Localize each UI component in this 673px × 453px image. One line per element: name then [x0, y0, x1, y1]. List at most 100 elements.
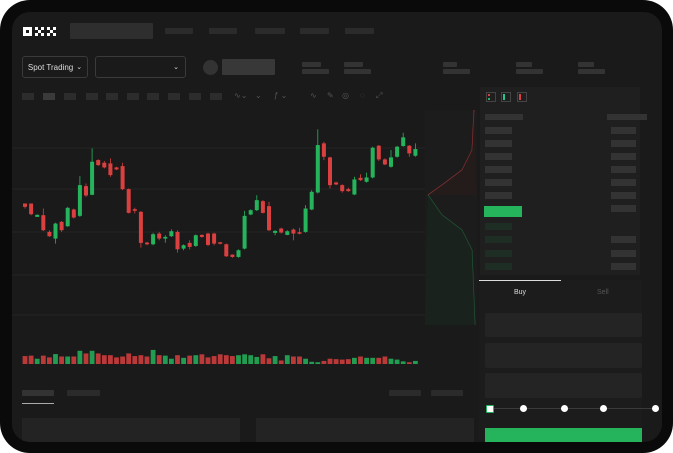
volume-bar: [230, 356, 235, 364]
volume-bar: [358, 356, 363, 364]
tab-open-orders[interactable]: [22, 390, 54, 396]
tab-order-history[interactable]: [67, 390, 100, 396]
indicator-icon[interactable]: ∿⌄: [234, 91, 248, 100]
active-tab-underline: [22, 403, 54, 404]
volume-bar: [162, 355, 168, 364]
volume-bar: [138, 355, 144, 364]
candle-body: [47, 231, 52, 237]
timeframe-button[interactable]: [168, 93, 180, 100]
chart-type-icon[interactable]: ⌄: [255, 91, 262, 100]
candle-body: [224, 244, 229, 257]
amount-slider-track[interactable]: [490, 408, 655, 409]
coin-icon: [203, 60, 218, 75]
volume-bar: [47, 357, 52, 364]
timeframe-button[interactable]: [43, 93, 55, 100]
orderbook-view-toggles[interactable]: [486, 92, 531, 102]
nav-item[interactable]: [300, 28, 329, 34]
volume-bar: [89, 350, 95, 364]
filter-button[interactable]: [389, 390, 421, 396]
ask-amount: [611, 166, 636, 173]
candle-body: [340, 185, 345, 192]
nav-item[interactable]: [209, 28, 237, 34]
buy-submit-button[interactable]: [485, 428, 642, 442]
volume-bar: [370, 357, 376, 364]
timeframe-button[interactable]: [86, 93, 98, 100]
slider-step-75[interactable]: [600, 405, 607, 412]
timeframe-button[interactable]: [210, 93, 222, 100]
candle-body: [260, 201, 265, 213]
tab-sell[interactable]: Sell: [597, 289, 609, 296]
last-price: [484, 206, 522, 217]
fx-icon[interactable]: ƒ ⌄: [274, 91, 288, 100]
volume-bar: [236, 355, 241, 364]
candle-body: [376, 145, 381, 160]
timeframe-button[interactable]: [64, 93, 76, 100]
candle-body: [358, 177, 363, 181]
slider-step-100[interactable]: [652, 405, 659, 412]
amount-input[interactable]: [485, 343, 642, 368]
ask-amount: [611, 179, 636, 186]
nav-item[interactable]: [345, 28, 374, 34]
nav-item[interactable]: [255, 28, 285, 34]
orders-panel: [256, 418, 474, 442]
volume-bar: [205, 357, 211, 364]
volume-bar: [181, 357, 186, 364]
candle-body: [96, 160, 101, 166]
slider-handle[interactable]: [486, 405, 494, 413]
volume-bar: [284, 355, 290, 364]
candle-body: [395, 146, 400, 157]
ask-price: [485, 153, 512, 160]
bid-price: [485, 236, 512, 243]
timeframe-button[interactable]: [147, 93, 159, 100]
bid-amount: [611, 250, 636, 257]
volume-bar: [211, 356, 217, 364]
volume-bar: [71, 356, 77, 364]
timeframe-button[interactable]: [189, 93, 201, 100]
pair-selector[interactable]: ⌄: [95, 56, 186, 78]
stat-value: [516, 69, 543, 74]
candle-body: [169, 231, 174, 237]
tab-buy[interactable]: Buy: [514, 289, 527, 296]
search-placeholder[interactable]: [70, 23, 153, 39]
volume-bar: [242, 354, 247, 364]
ask-amount: [611, 205, 636, 212]
ask-amount: [611, 140, 636, 147]
slider-step-50[interactable]: [561, 405, 568, 412]
volume-bar: [59, 356, 64, 364]
chevron-down-icon: ⌄: [173, 64, 179, 71]
candlestick-chart[interactable]: [12, 110, 477, 375]
timeframe-button[interactable]: [22, 93, 34, 100]
camera-icon[interactable]: ◌: [360, 91, 365, 100]
line-tool-icon[interactable]: ∿: [310, 91, 317, 100]
stat-label: [578, 62, 594, 67]
volume-bar: [175, 355, 180, 364]
candle-body: [413, 149, 418, 156]
timeframe-button[interactable]: [106, 93, 118, 100]
bid-price: [485, 263, 512, 270]
stat-value: [578, 69, 605, 74]
slider-step-25[interactable]: [520, 405, 527, 412]
candle-body: [193, 235, 198, 246]
volume-bar: [394, 359, 400, 364]
spot-trading-selector[interactable]: Spot Trading ⌄: [22, 56, 88, 78]
okx-logo[interactable]: [23, 26, 56, 37]
ask-amount: [611, 153, 636, 160]
volume-bar: [266, 358, 272, 364]
volume-bar: [144, 356, 150, 364]
volume-bar: [187, 355, 193, 364]
filter-button[interactable]: [431, 390, 463, 396]
total-input[interactable]: [485, 373, 642, 398]
candle-body: [401, 137, 406, 147]
timeframe-button[interactable]: [127, 93, 139, 100]
candle-body: [297, 232, 302, 234]
candle-body: [346, 189, 351, 192]
candle-body: [59, 221, 64, 231]
volume-bar: [28, 355, 34, 364]
settings-icon[interactable]: ◎: [342, 91, 349, 100]
price-input[interactable]: [485, 313, 642, 337]
ask-amount: [611, 127, 636, 134]
fullscreen-icon[interactable]: ⤢: [376, 91, 383, 100]
nav-item[interactable]: [165, 28, 193, 34]
pencil-icon[interactable]: ✎: [327, 91, 334, 100]
